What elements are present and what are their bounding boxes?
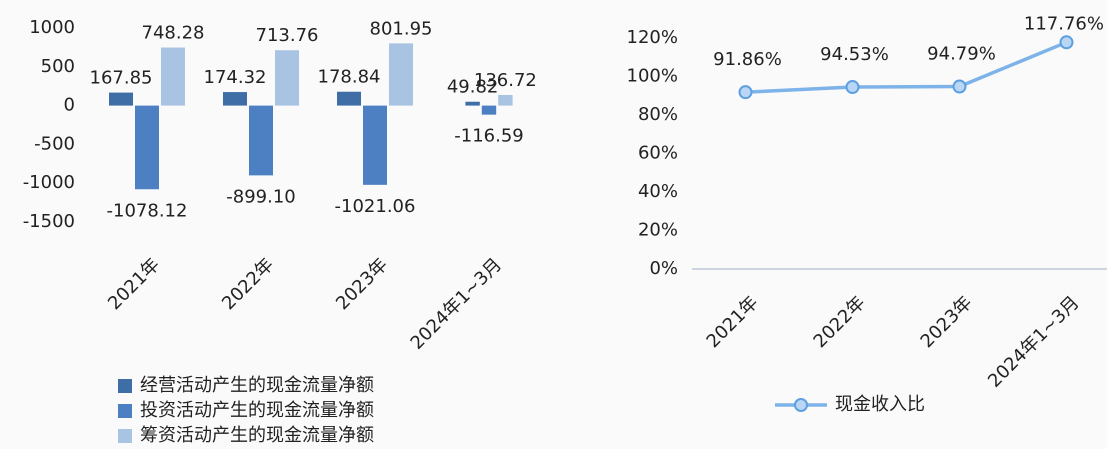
bar bbox=[389, 43, 413, 106]
data-label: 167.85 bbox=[90, 68, 153, 89]
bar bbox=[465, 101, 480, 106]
x-tick-label: 2023年 bbox=[917, 292, 977, 352]
marker bbox=[952, 79, 967, 94]
y-tick-label: 1000 bbox=[29, 17, 75, 38]
y-tick-label: 20% bbox=[638, 220, 678, 241]
line bbox=[745, 40, 1068, 94]
legend-swatch bbox=[118, 379, 132, 393]
data-label: -1078.12 bbox=[107, 200, 188, 221]
bar bbox=[363, 105, 387, 185]
legend-marker bbox=[794, 398, 808, 412]
data-label: 91.86% bbox=[713, 49, 782, 70]
y-tick-label: -1500 bbox=[23, 211, 75, 232]
data-label: 801.95 bbox=[370, 18, 433, 39]
x-tick-label: 2024年1~3月 bbox=[984, 292, 1084, 392]
legend-swatch bbox=[118, 429, 132, 443]
data-label: -1021.06 bbox=[335, 196, 416, 217]
y-tick-label: -500 bbox=[34, 133, 75, 154]
y-tick-label: 60% bbox=[638, 143, 678, 164]
data-label: 49.82 bbox=[447, 77, 499, 98]
x-tick-label: 2023年 bbox=[332, 254, 392, 314]
marker bbox=[1059, 35, 1074, 50]
x-tick-label: 2021年 bbox=[104, 254, 164, 314]
y-tick-label: 100% bbox=[627, 66, 678, 87]
marker bbox=[738, 85, 753, 100]
data-label: 94.79% bbox=[927, 44, 996, 65]
data-label: 748.28 bbox=[142, 23, 205, 44]
data-label: -899.10 bbox=[226, 186, 295, 207]
y-tick-label: 500 bbox=[41, 56, 75, 77]
data-label: 174.32 bbox=[204, 67, 267, 88]
data-label: 94.53% bbox=[820, 44, 889, 65]
x-tick-label: 2022年 bbox=[810, 292, 870, 352]
y-tick-label: 120% bbox=[627, 27, 678, 48]
legend-swatch bbox=[118, 404, 132, 418]
data-label: 713.76 bbox=[256, 25, 319, 46]
legend-label: 经营活动产生的现金流量净额 bbox=[140, 375, 374, 396]
bar bbox=[481, 105, 497, 115]
y-tick-label: 80% bbox=[638, 104, 678, 125]
bar bbox=[161, 47, 185, 106]
legend-label: 现金收入比 bbox=[835, 394, 925, 415]
y-tick-label: 0 bbox=[64, 95, 75, 116]
bar bbox=[223, 92, 247, 106]
data-label: 178.84 bbox=[318, 67, 381, 88]
x-tick-label: 2021年 bbox=[703, 292, 763, 352]
bar bbox=[135, 105, 159, 190]
data-label: 136.72 bbox=[474, 70, 537, 91]
bar bbox=[337, 91, 361, 106]
y-tick-label: -1000 bbox=[23, 172, 75, 193]
bar bbox=[109, 92, 133, 106]
legend-label: 投资活动产生的现金流量净额 bbox=[140, 400, 374, 421]
data-label: 117.76% bbox=[1024, 13, 1104, 34]
x-tick-label: 2024年1~3月 bbox=[407, 254, 507, 354]
bar bbox=[249, 105, 273, 176]
y-tick-label: 0% bbox=[649, 258, 678, 279]
data-label: -116.59 bbox=[454, 126, 523, 147]
y-tick-label: 40% bbox=[638, 181, 678, 202]
bar bbox=[275, 50, 299, 106]
bar bbox=[498, 94, 513, 106]
legend-label: 筹资活动产生的现金流量净额 bbox=[140, 425, 374, 446]
x-tick-label: 2022年 bbox=[218, 254, 278, 314]
marker bbox=[845, 80, 860, 95]
